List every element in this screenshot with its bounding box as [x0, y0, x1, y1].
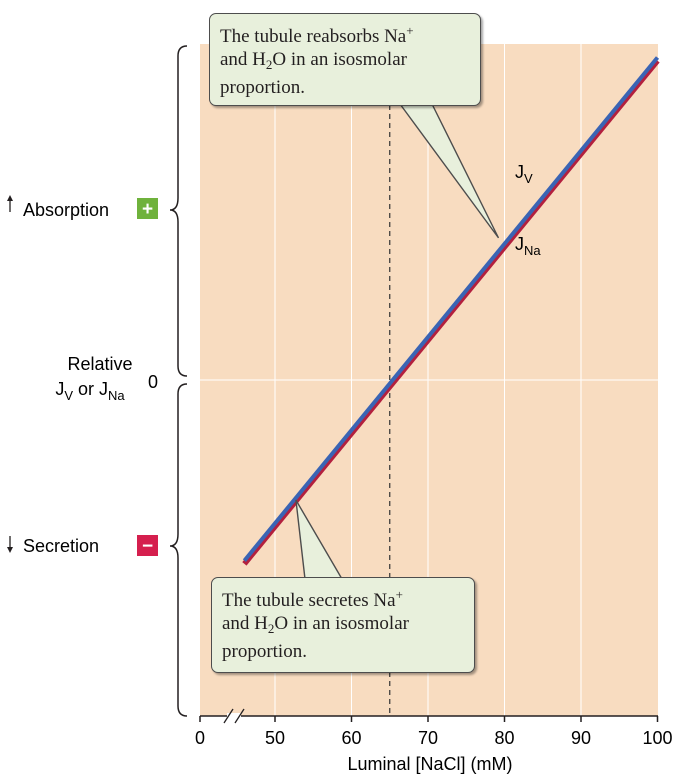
- series-labels: JV JNa: [515, 162, 541, 258]
- absorption-label-group: Absorption +: [7, 195, 158, 220]
- x-tick-label-80: 80: [494, 728, 514, 748]
- x-tick-label-50: 50: [265, 728, 285, 748]
- series-group: [242, 56, 660, 566]
- minus-sign-box: [137, 535, 158, 556]
- secretion-label-group: Secretion −: [7, 535, 158, 557]
- absorption-label: Absorption: [23, 200, 109, 220]
- annotation-secretes-sup: +: [395, 587, 403, 602]
- x-tick-label-70: 70: [418, 728, 438, 748]
- annotation-reabsorbs-text3: O in an isosmolar: [272, 49, 407, 70]
- annotation-secretes-text2: and H: [222, 613, 268, 634]
- series-label-jv: JV: [515, 162, 533, 186]
- x-axis-label: Luminal [NaCl] (mM): [347, 754, 512, 774]
- y-brackets: [169, 45, 188, 717]
- axis-break-mark-1: [223, 708, 234, 724]
- annotation-reabsorbs-text1: The tubule reabsorbs Na: [220, 26, 407, 47]
- axes: [199, 708, 659, 724]
- y-axis-label-or-j: or J: [73, 379, 108, 399]
- annotation-secretes: The tubule secretes Na+ and H2O in an is…: [211, 577, 475, 673]
- absorption-bracket: [169, 45, 188, 377]
- series-label-jna: JNa: [515, 234, 541, 258]
- pointer-secretes: [295, 499, 343, 580]
- secretion-label: Secretion: [23, 536, 99, 556]
- annotation-reabsorbs-text4: proportion.: [220, 77, 305, 98]
- y-zero-label: 0: [148, 372, 158, 392]
- y-axis-label: Relative JV or JNa: [55, 354, 132, 403]
- down-arrow-icon: [7, 536, 13, 553]
- axis-break-mark-2: [234, 708, 245, 724]
- annotation-secretes-text3: O in an isosmolar: [274, 613, 409, 634]
- minus-sign-icon: −: [142, 536, 153, 557]
- series-line-jv: [242, 56, 660, 562]
- up-arrow-icon: [7, 195, 13, 212]
- series-label-jv-sub: V: [524, 171, 533, 186]
- plus-sign-box: [137, 198, 158, 219]
- annotation-secretes-text4: proportion.: [222, 641, 307, 662]
- series-label-jna-sub: Na: [524, 243, 541, 258]
- y-axis-label-sub-v: V: [64, 388, 73, 403]
- y-axis-label-line1: Relative: [67, 354, 132, 374]
- down-arrow-head: [7, 547, 13, 553]
- x-tick-label-0: 0: [195, 728, 205, 748]
- annotation-reabsorbs: The tubule reabsorbs Na+ and H2O in an i…: [209, 13, 481, 106]
- axis-break-gap: [227, 713, 241, 719]
- secretion-bracket: [169, 383, 188, 717]
- series-label-jna-main: J: [515, 234, 524, 254]
- grid: [200, 44, 658, 716]
- series-line-jna: [242, 58, 660, 566]
- callout-pointers: [295, 103, 500, 580]
- series-label-jv-main: J: [515, 162, 524, 182]
- pointer-reabsorbs: [399, 103, 500, 239]
- y-axis-label-j: J: [55, 379, 64, 399]
- x-tick-label-60: 60: [341, 728, 361, 748]
- annotation-reabsorbs-sub: 2: [265, 57, 273, 72]
- up-arrow-head: [7, 195, 13, 201]
- annotation-reabsorbs-sup: +: [406, 23, 414, 38]
- x-tick-label-100: 100: [642, 728, 672, 748]
- y-axis-label-line2: JV or JNa: [55, 379, 125, 403]
- annotation-secretes-sub: 2: [267, 621, 275, 636]
- annotation-reabsorbs-text2: and H: [220, 49, 266, 70]
- annotation-secretes-text1: The tubule secretes Na: [222, 590, 396, 611]
- y-axis-label-sub-na: Na: [108, 388, 125, 403]
- x-tick-labels: 0 50 60 70 80 90 100: [195, 728, 673, 748]
- x-tick-label-90: 90: [571, 728, 591, 748]
- plus-sign-icon: +: [142, 199, 153, 220]
